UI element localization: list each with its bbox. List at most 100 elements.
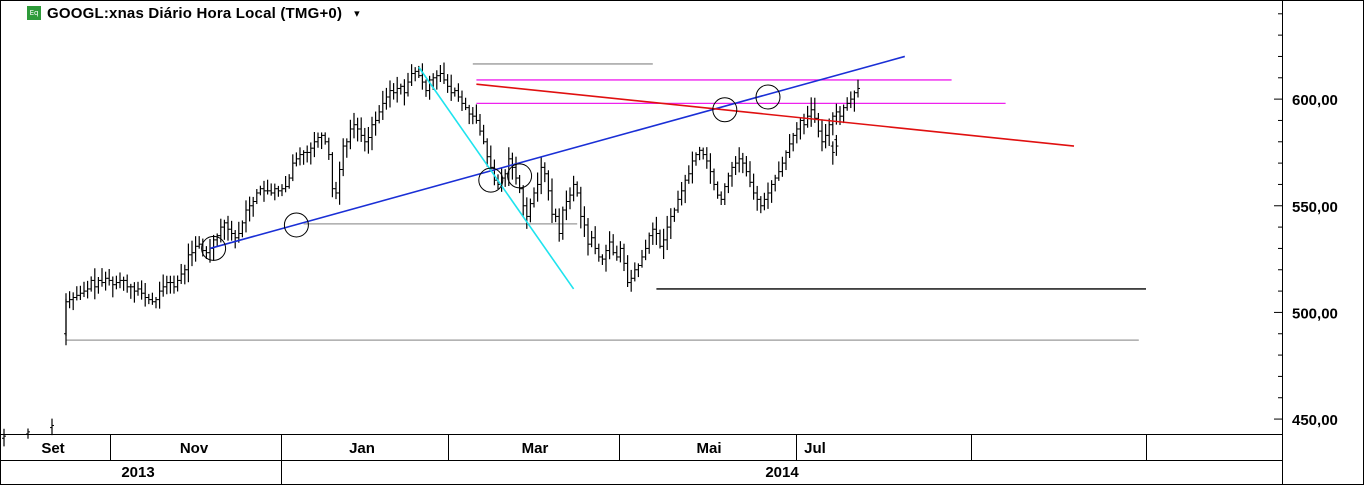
ohlc-bar (26, 428, 30, 439)
ohlc-bar (820, 119, 824, 152)
ohlc-bar (312, 131, 317, 158)
month-label: Mai (696, 440, 721, 457)
ohlc-bar (827, 118, 832, 146)
circle-marker[interactable] (201, 235, 227, 261)
month-label: Jul (804, 440, 826, 457)
ohlc-bar (830, 141, 835, 165)
month-label: Set (41, 440, 64, 457)
ohlc-bar (157, 281, 162, 309)
ohlc-bar (733, 156, 738, 176)
ohlc-bar (823, 123, 828, 149)
ohlc-bar (409, 64, 414, 86)
ohlc-bar (773, 174, 778, 192)
circle-marker[interactable] (478, 167, 504, 193)
ohlc-bar (704, 147, 709, 169)
ohlc-bar (560, 206, 565, 240)
ohlc-bar (406, 72, 410, 97)
month-label: Jan (349, 440, 375, 457)
cyan-trendline[interactable] (418, 66, 575, 290)
ohlc-bar (532, 187, 536, 208)
year-label: 2013 (121, 464, 154, 481)
ohlc-bar (244, 200, 248, 233)
ohlc-bar (794, 122, 799, 144)
ohlc-bar (632, 262, 637, 282)
ohlc-bar (780, 156, 785, 177)
ohlc-bar (377, 105, 382, 124)
year-label: 2014 (765, 464, 799, 481)
month-label: Mar (522, 440, 549, 457)
ohlc-bar (229, 220, 234, 241)
ohlc-bar (326, 137, 331, 160)
ohlc-bar (348, 119, 353, 150)
ohlc-bar (233, 230, 238, 249)
ohlc-bar (712, 168, 716, 191)
ohlc-bar (809, 97, 814, 127)
ohlc-bar (85, 280, 90, 299)
ohlc-bar (262, 180, 266, 202)
ohlc-bar (438, 64, 443, 83)
ohlc-bar (622, 243, 626, 272)
ohlc-bar (661, 228, 666, 260)
ohlc-bar (766, 182, 770, 209)
ohlc-bar (175, 275, 180, 292)
ohlc-bar (694, 152, 698, 166)
ohlc-bar (283, 176, 288, 193)
blue-trendline[interactable] (209, 55, 906, 250)
ohlc-bar (748, 161, 752, 188)
ohlc-bar (67, 291, 72, 309)
y-tick-label: 500,00 (1292, 305, 1338, 322)
ohlc-bar (488, 145, 493, 170)
ohlc-bar (589, 230, 594, 248)
ohlc-bar (640, 249, 644, 268)
ohlc-bar (593, 226, 598, 255)
ohlc-bar (686, 165, 691, 184)
ohlc-bar (852, 90, 857, 112)
ohlc-bar (802, 113, 806, 135)
ohlc-bar (366, 126, 371, 154)
ohlc-bar (636, 263, 641, 278)
ohlc-bar (668, 208, 673, 239)
ohlc-bar (132, 282, 137, 303)
ohlc-bar (294, 152, 299, 167)
ohlc-bar (323, 132, 328, 145)
ohlc-bar (110, 276, 115, 298)
ohlc-bar (71, 292, 76, 311)
ohlc-bar (413, 67, 418, 82)
circle-marker[interactable] (755, 84, 781, 110)
red-trendline[interactable] (476, 83, 1075, 147)
ohlc-bar (100, 268, 104, 287)
ohlc-bar (168, 275, 173, 294)
ohlc-bar (305, 145, 310, 163)
ohlc-bar (240, 220, 245, 238)
ohlc-bar (334, 181, 338, 200)
ohlc-bar (254, 189, 259, 205)
circle-marker[interactable] (712, 97, 738, 123)
ohlc-bar (186, 243, 191, 283)
ohlc-bar (546, 170, 551, 201)
ohlc-bar (146, 293, 151, 305)
ohlc-bar (150, 292, 155, 305)
circle-marker[interactable] (507, 163, 533, 189)
ohlc-bar (722, 183, 727, 206)
ohlc-bar (226, 215, 230, 241)
ohlc-bar (121, 276, 126, 291)
ohlc-bar (287, 174, 292, 189)
ohlc-bar (697, 146, 702, 161)
ohlc-bar (420, 63, 425, 90)
ohlc-bar (74, 286, 79, 301)
chevron-down-icon[interactable]: ▾ (354, 7, 360, 20)
ohlc-bar (290, 154, 295, 182)
ohlc-bar (643, 239, 648, 261)
ohlc-bar (154, 296, 158, 309)
ohlc-bar (564, 190, 569, 221)
ohlc-bar (182, 264, 187, 285)
ohlc-bar (528, 198, 533, 223)
ohlc-bar (359, 117, 364, 142)
ohlc-bar (78, 285, 83, 300)
ohlc-bar (442, 62, 446, 84)
circle-marker[interactable] (283, 212, 309, 238)
ohlc-bar (816, 112, 821, 138)
ohlc-bar (161, 274, 166, 297)
ohlc-bar (607, 231, 612, 260)
